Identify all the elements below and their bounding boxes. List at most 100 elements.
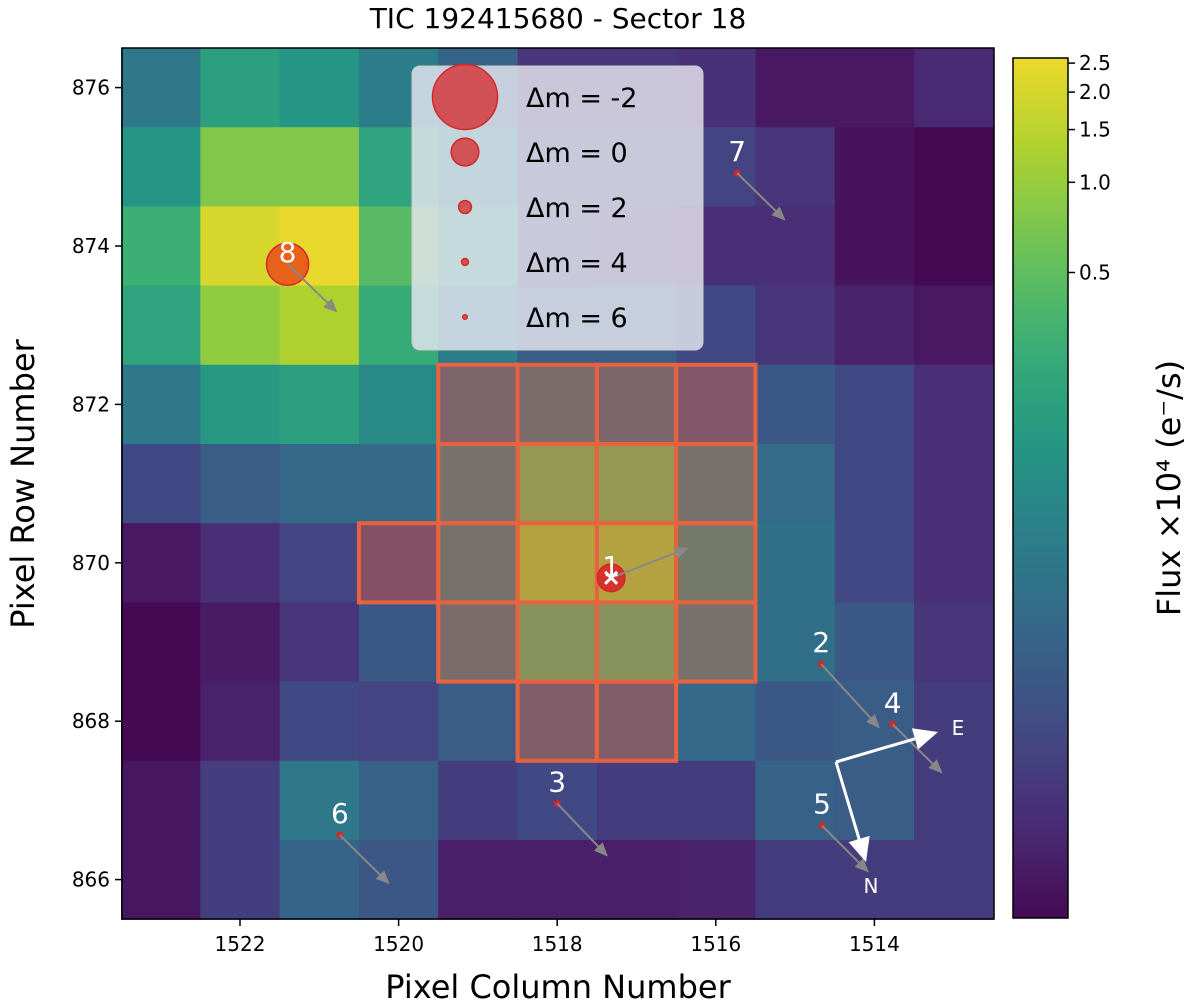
proper-motion-arrow [736,172,781,216]
arrow-head-icon [771,206,786,221]
pixel-cell [914,206,994,287]
pixel-cell [914,364,994,445]
pixel-cell [834,840,915,920]
legend-entry: Δm = 0 [450,137,628,169]
colorbar-tick-label: 1.5 [1079,118,1111,142]
compass: EN [834,716,964,898]
legend-label: Δm = 4 [526,248,628,279]
aperture-pixel [674,442,758,526]
pixel-cell [914,48,994,128]
legend-entry: Δm = -2 [431,63,637,131]
pixel-cell [755,523,836,603]
east-arrow-icon [911,728,938,750]
arrow-head-icon [928,759,943,774]
pixel-cell [676,681,757,762]
aperture-pixel [515,362,599,446]
legend-marker [457,199,473,215]
pixel-cell [834,444,915,524]
star-3: 3 [548,766,608,857]
y-tick-label: 872 [72,392,110,416]
arrow-head-icon [673,547,689,559]
y-tick-label: 874 [72,234,110,258]
pixel-cell [358,681,439,762]
pixel-cell [676,364,757,445]
pixel-cell [517,840,598,920]
pixel-cell [596,602,677,683]
aperture-pixel [594,442,679,526]
north-line [834,761,861,840]
x-tick-label: 1514 [849,932,900,956]
star-label: 3 [548,766,566,799]
pixel-cell [279,127,360,207]
pixel-cell [358,602,439,683]
pixel-cell [121,602,201,683]
plot-frame [121,47,995,920]
aperture-pixel [515,442,599,526]
x-tick-label: 1520 [373,932,424,956]
pixel-cell [438,523,519,603]
pixel-cell [279,840,360,920]
pixel-cell [914,444,994,524]
pixel-cell [596,840,677,920]
pixel-cell [438,681,519,762]
pixel-cell [914,285,994,366]
legend-marker [460,257,470,267]
pixel-cell [121,840,201,920]
pixel-cell [121,523,201,603]
aperture-pixel [436,362,520,446]
pixel-cell [755,681,836,762]
pixel-cell [914,602,994,683]
pixel-cell [279,681,360,762]
arrow-head-icon [323,298,338,313]
x-tick-label: 1518 [532,932,583,956]
arrow-head-icon [866,713,880,729]
star-label: 4 [884,686,902,719]
legend-entry: Δm = 4 [460,248,628,279]
aperture-pixel [594,679,679,763]
pixel-cell [200,127,281,207]
legend-marker [461,313,469,321]
star-7: 7 [728,135,786,221]
chart-title: TIC 192415680 - Sector 18 [369,2,747,35]
x-tick-label: 1522 [215,932,266,956]
pixel-cell [121,760,201,841]
y-axis-ticks: 876 874 872 870 868 866 [72,76,122,892]
pixel-cell [834,285,915,366]
pixel-cell [279,523,360,603]
pixel-cell [834,48,915,128]
pixel-cell [755,840,836,920]
pixel-cell [438,444,519,524]
pixel-cell [279,48,360,128]
arrow-head-icon [593,842,608,857]
north-arrow-icon [848,835,870,862]
pixel-cell [200,681,281,762]
pixel-cell [755,444,836,524]
target-cross-icon [604,570,619,585]
pixel-cell [755,285,836,366]
proper-motion-arrow [891,723,938,769]
pixel-cell [676,840,757,920]
star-label: 7 [728,135,746,168]
pixel-cell [596,364,677,445]
legend-label: Δm = 0 [526,138,628,169]
y-tick-label: 876 [72,76,110,100]
legend-marker [431,63,499,131]
legend-box [411,65,704,351]
proper-motion-arrow [556,802,604,852]
pixel-cell [517,523,598,603]
pixel-cell [358,364,439,445]
pixel-cell [279,285,360,366]
pixel-cell [121,127,201,207]
pixel-cell [834,206,915,287]
x-axis-ticks: 1522 1520 1518 1516 1514 [215,919,900,956]
aperture-pixel [594,362,679,446]
pixel-cell [755,206,836,287]
pixel-cell [755,602,836,683]
pixel-cell [834,523,915,603]
pixel-cell [121,364,201,445]
proper-motion-arrow [286,263,333,308]
aperture-pixel [436,600,520,684]
aperture-pixel [515,679,599,763]
pixel-cell [755,48,836,128]
y-axis-label: Pixel Row Number [4,338,42,628]
